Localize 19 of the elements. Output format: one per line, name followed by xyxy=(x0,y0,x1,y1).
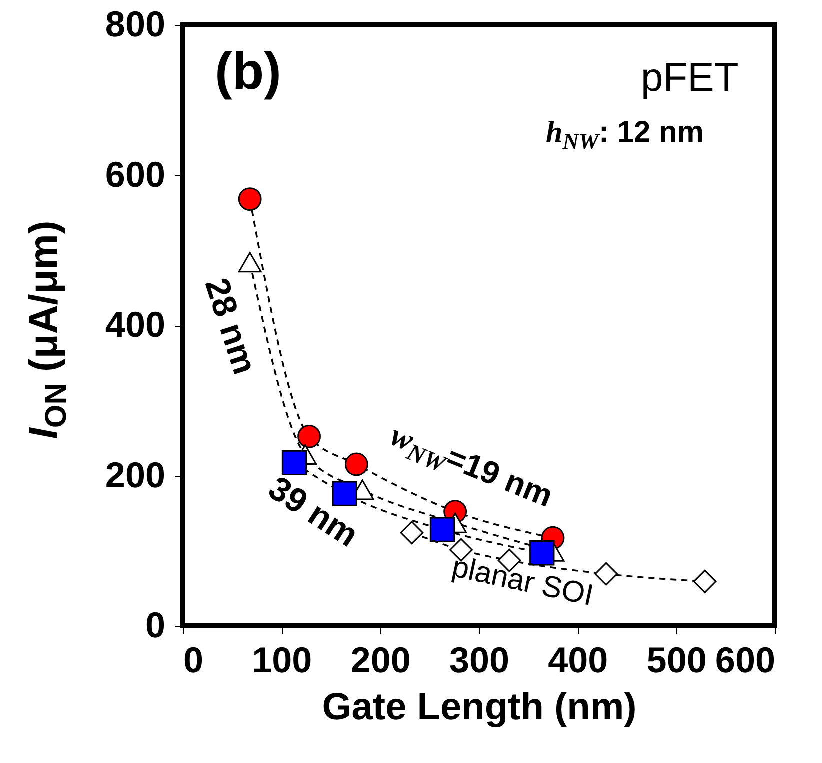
x-tick-label: 200 xyxy=(350,640,411,680)
x-tick-label: 500 xyxy=(646,640,707,680)
y-tick-label: 800 xyxy=(105,4,166,44)
x-tick-label: 400 xyxy=(548,640,608,680)
annotation: h$_{NW}$: 12 nm xyxy=(546,116,704,154)
annotation: (b) xyxy=(215,42,282,102)
annotation: pFET xyxy=(641,56,739,100)
x-tick-label: 300 xyxy=(449,640,510,680)
x-tick-label: 0 xyxy=(184,640,204,680)
annotation: 39 nm xyxy=(261,468,365,556)
x-axis-title: Gate Length (nm) xyxy=(322,686,637,728)
y-tick-label: 600 xyxy=(105,154,166,195)
y-tick-label: 200 xyxy=(105,454,166,496)
y-tick-label: 0 xyxy=(145,604,166,646)
annotation: 28 nm xyxy=(196,273,264,379)
y-tick-label: 400 xyxy=(105,304,166,345)
x-tick-label: 100 xyxy=(252,640,312,680)
annotation: planar SOI xyxy=(448,550,596,614)
x-tick-label: 600 xyxy=(715,640,776,680)
